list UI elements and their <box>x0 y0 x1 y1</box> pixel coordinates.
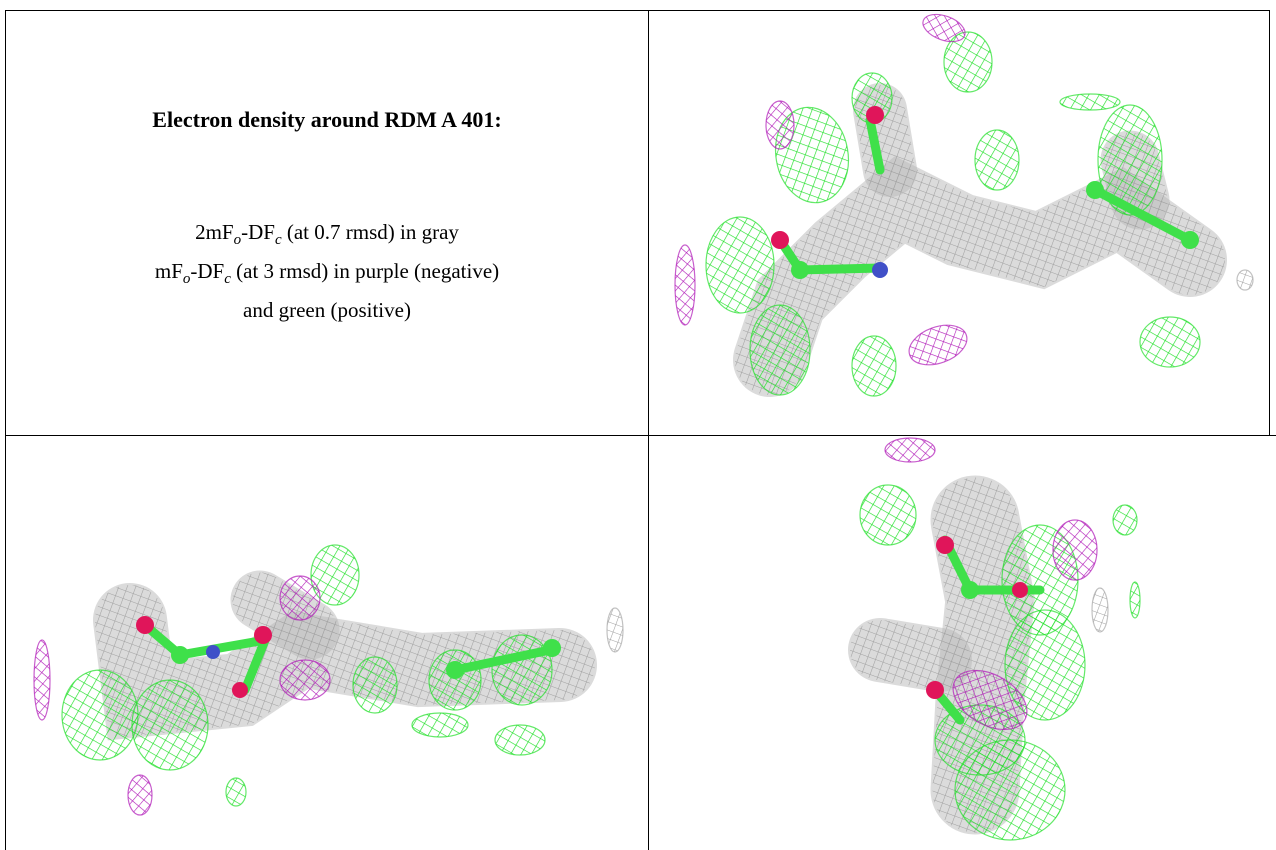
bond <box>865 115 885 175</box>
caption-text: (at 3 rmsd) in purple (negative) <box>230 259 500 284</box>
negative-density <box>674 244 696 326</box>
negative-density <box>33 639 51 721</box>
negative-density <box>922 13 966 43</box>
positive-density <box>1129 581 1141 619</box>
negative-density <box>884 437 936 463</box>
positive-density <box>428 649 482 711</box>
atom <box>1086 181 1104 199</box>
atom <box>926 681 944 699</box>
atom <box>936 536 954 554</box>
caption-text: 2mF <box>195 220 234 244</box>
atom <box>1181 231 1199 249</box>
atom <box>171 646 189 664</box>
positive-density <box>749 304 811 396</box>
subscript: c <box>224 271 231 288</box>
positive-density <box>491 634 553 706</box>
positive-density <box>225 777 247 807</box>
positive-density <box>411 712 469 738</box>
atom <box>791 261 809 279</box>
caption-line: and green (positive) <box>6 295 648 326</box>
atom <box>254 626 272 644</box>
positive-density <box>705 216 775 314</box>
subscript: o <box>182 271 191 288</box>
density-mesh <box>735 158 1225 395</box>
positive-density <box>974 129 1020 191</box>
bond <box>1090 185 1195 245</box>
negative-density <box>908 324 968 366</box>
caption-line: mFo-DFc (at 3 rmsd) in purple (negative) <box>6 256 648 295</box>
atom <box>136 616 154 634</box>
bond <box>140 620 273 695</box>
caption-line: 2mFo-DFc (at 0.7 rmsd) in gray <box>6 217 648 256</box>
atom <box>206 645 220 659</box>
caption-text: (at 0.7 rmsd) in gray <box>281 220 459 244</box>
caption-cell: Electron density around RDM A 401: 2mFo-… <box>6 11 648 435</box>
negative-density <box>279 659 331 701</box>
bond <box>450 645 555 675</box>
atom <box>961 581 979 599</box>
caption-text: and green (positive) <box>243 298 411 323</box>
positive-density <box>851 335 897 397</box>
positive-density <box>1112 504 1138 536</box>
caption-title: Electron density around RDM A 401: <box>152 107 502 132</box>
density-mesh <box>606 607 624 653</box>
positive-density <box>352 656 398 714</box>
positive-density <box>310 544 360 606</box>
negative-density <box>1052 519 1098 581</box>
negative-density <box>952 669 1028 731</box>
density-mesh <box>1236 269 1254 291</box>
caption-text: -DF <box>190 259 225 284</box>
atom <box>771 231 789 249</box>
positive-density <box>943 31 993 93</box>
negative-density <box>127 774 153 816</box>
negative-density <box>279 575 321 621</box>
caption-text: mF <box>154 259 183 284</box>
positive-density <box>131 679 209 771</box>
positive-density <box>1139 316 1201 368</box>
atom <box>872 262 888 278</box>
density-mesh <box>850 620 970 690</box>
positive-density <box>1097 104 1163 216</box>
caption-text: -DF <box>241 220 275 244</box>
atom <box>543 639 561 657</box>
positive-density <box>1059 93 1121 111</box>
positive-density <box>61 669 139 761</box>
negative-density <box>765 100 795 150</box>
positive-density <box>494 724 546 756</box>
density-mesh <box>232 572 338 658</box>
density-mesh <box>1091 587 1109 633</box>
atom <box>232 682 248 698</box>
atom <box>446 661 464 679</box>
density-renders <box>33 13 1254 841</box>
atom <box>1012 582 1028 598</box>
caption-lines: 2mFo-DFc (at 0.7 rmsd) in gray mFo-DFc (a… <box>6 217 648 326</box>
atom <box>866 106 884 124</box>
subscript: o <box>233 232 242 249</box>
subscript: c <box>274 232 282 249</box>
table-borders <box>5 10 1276 850</box>
positive-density <box>859 484 917 546</box>
